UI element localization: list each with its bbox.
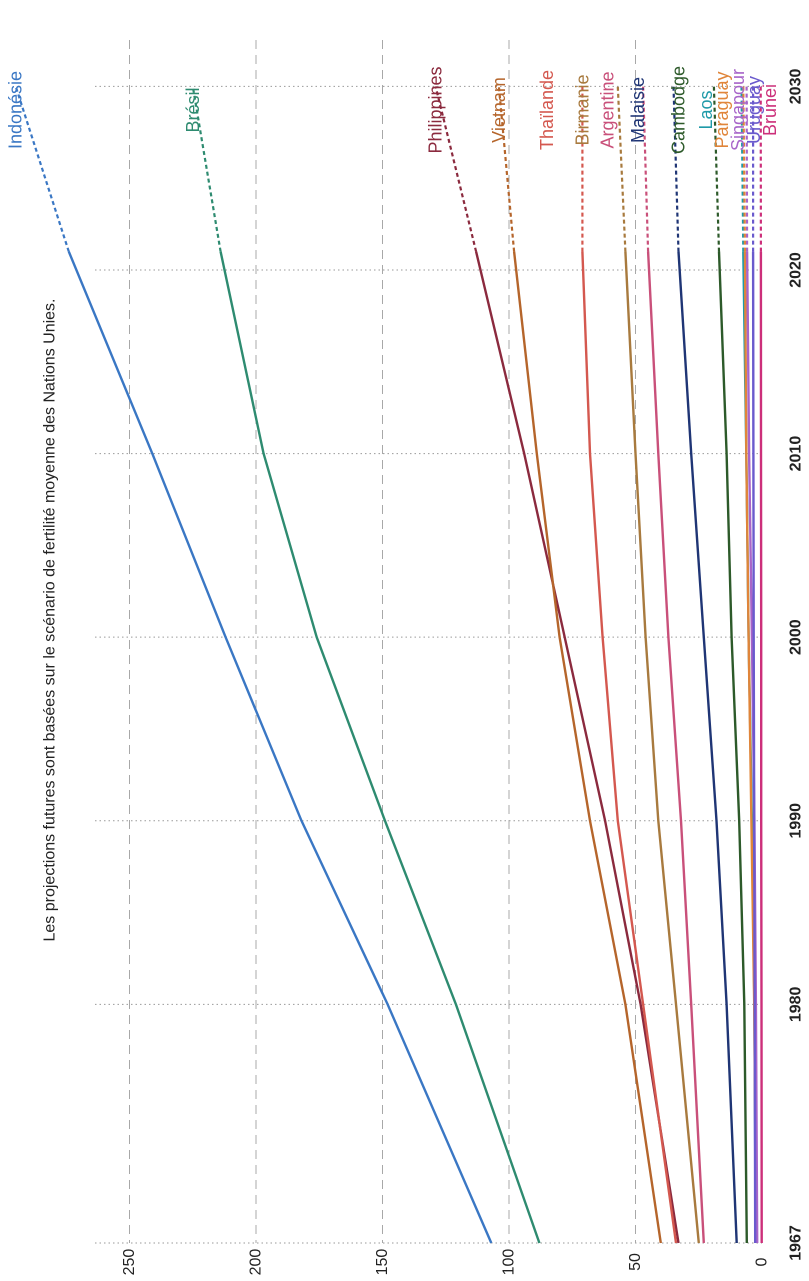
chart-subtitle: Les projections futures sont basées sur …: [42, 298, 59, 941]
year-tick-label-2020: 2020: [788, 252, 805, 288]
series-projection-5: [616, 86, 627, 252]
series-label-13: Brunei: [760, 84, 780, 136]
series-label-9: Laos: [696, 90, 716, 129]
series-label-12: Uruguay: [744, 76, 764, 144]
value-tick-label-100: 100: [501, 1249, 518, 1276]
y-axis-ticks: 0 50 100 150 200 250: [121, 1249, 771, 1276]
value-tick-label-250: 250: [121, 1249, 138, 1276]
series-label-8: Cambodge: [668, 66, 688, 154]
series-label-11: Singapour: [728, 69, 748, 151]
series-label-5: Birmanie: [572, 74, 592, 145]
series-line-5: [624, 251, 700, 1244]
series-line-13: [759, 251, 763, 1244]
year-tick-label-2010: 2010: [788, 436, 805, 472]
series-line-0: [67, 251, 493, 1244]
value-tick-label-150: 150: [374, 1249, 391, 1276]
series-projection-2: [434, 86, 478, 252]
series-projection-0: [14, 86, 70, 252]
grid-lines: [95, 40, 762, 1244]
x-axis-ticks: 1967 1980 1990 2000 2010 2020 2030: [788, 69, 805, 1261]
series-line-2: [474, 251, 680, 1244]
series-label-3: Vietnam: [489, 77, 509, 143]
series-line-6: [646, 251, 705, 1244]
series-label-0: Indonésie: [6, 71, 26, 149]
series-label-10: Paraguay: [712, 71, 732, 148]
value-tick-label-50: 50: [627, 1253, 644, 1271]
series-label-4: Thaïlande: [537, 70, 557, 150]
series-line-3: [512, 251, 662, 1244]
year-tick-label-2000: 2000: [788, 619, 805, 655]
series-label-1: Brésil: [183, 87, 203, 132]
value-tick-label-0: 0: [754, 1257, 771, 1266]
series-line-4: [581, 251, 678, 1244]
series-line-12: [751, 251, 757, 1244]
series-line-1: [219, 251, 541, 1244]
series-label-7: Malaisie: [628, 77, 648, 143]
year-tick-label-1990: 1990: [788, 803, 805, 839]
year-tick-label-1967: 1967: [788, 1225, 805, 1261]
series-labels: Indonésie Brésil Philippines Vietnam Thaïlan…: [6, 66, 780, 154]
series-line-8: [717, 251, 748, 1244]
year-tick-label-2030: 2030: [788, 69, 805, 105]
series-label-2: Philippines: [426, 66, 446, 153]
year-tick-label-1980: 1980: [788, 986, 805, 1022]
series-lines: [14, 86, 763, 1244]
series-label-6: Argentine: [598, 71, 618, 148]
value-tick-label-200: 200: [248, 1249, 265, 1276]
series-line-7: [677, 251, 738, 1244]
